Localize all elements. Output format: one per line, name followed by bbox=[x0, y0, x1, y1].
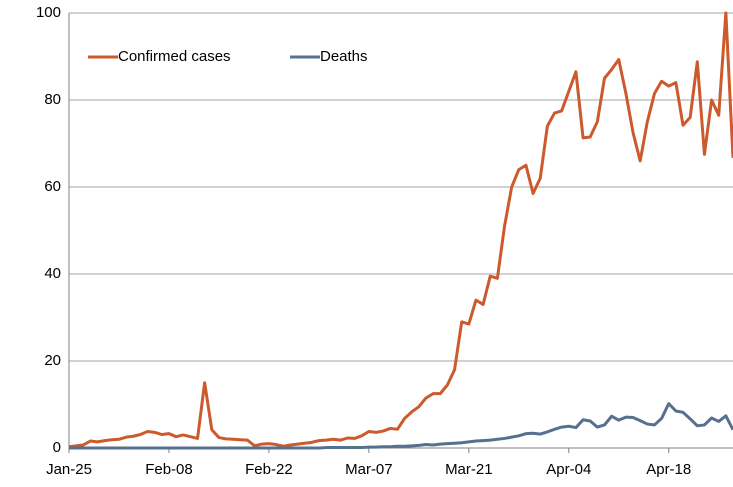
y-tick-label: 60 bbox=[44, 178, 61, 195]
grid: 0 20 40 60 80 100 Jan-25 Feb-08 Feb-22 Mar-07 Mar-… bbox=[36, 4, 733, 478]
x-tick-label: Apr-18 bbox=[646, 461, 691, 478]
x-tick-label: Feb-22 bbox=[245, 461, 293, 478]
y-tick-label: 20 bbox=[44, 352, 61, 369]
y-tick-label: 0 bbox=[53, 439, 61, 456]
y-tick-label: 100 bbox=[36, 4, 61, 21]
x-tick-label: Mar-21 bbox=[445, 461, 493, 478]
x-tick-label: Feb-08 bbox=[145, 461, 193, 478]
series-line bbox=[68, 11, 733, 449]
legend-label: Deaths bbox=[320, 48, 368, 65]
x-tick-label: Apr-04 bbox=[546, 461, 591, 478]
legend-label: Confirmed cases bbox=[118, 48, 231, 65]
x-tick-label: Jan-25 bbox=[46, 461, 92, 478]
y-tick-label: 40 bbox=[44, 265, 61, 282]
plot bbox=[68, 11, 733, 450]
series-line bbox=[69, 402, 733, 450]
legend: Confirmed cases Deaths bbox=[88, 48, 368, 65]
x-tick-label: Mar-07 bbox=[345, 461, 393, 478]
y-tick-label: 80 bbox=[44, 91, 61, 108]
